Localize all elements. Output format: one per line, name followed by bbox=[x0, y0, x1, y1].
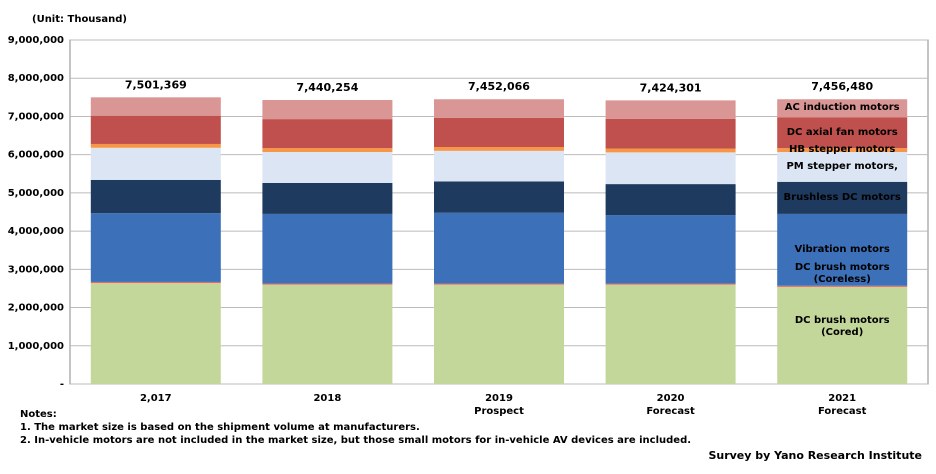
bar-segment bbox=[434, 284, 564, 384]
bar-segment bbox=[605, 184, 736, 216]
y-tick-label: 3,000,000 bbox=[8, 264, 64, 275]
bar-segment bbox=[605, 215, 736, 284]
bar-segment bbox=[434, 147, 564, 151]
bar-segment bbox=[777, 117, 908, 149]
x-tick-label: 2021 bbox=[828, 393, 856, 404]
bar-segment bbox=[434, 181, 564, 213]
y-tick-label: - bbox=[60, 379, 64, 390]
bar-segment bbox=[605, 283, 736, 285]
bar-segment bbox=[605, 148, 736, 153]
y-tick-label: 4,000,000 bbox=[8, 226, 64, 237]
series-label: Brushless DC motors bbox=[783, 191, 901, 203]
bar-segment bbox=[605, 284, 736, 384]
x-tick-note: Forecast bbox=[646, 406, 695, 417]
y-tick-label: 2,000,000 bbox=[8, 303, 64, 314]
bar-segment bbox=[777, 285, 908, 287]
bar-segment bbox=[262, 119, 393, 149]
bar-segment bbox=[777, 151, 908, 182]
y-tick-label: 6,000,000 bbox=[8, 150, 64, 161]
bar-segment bbox=[90, 147, 221, 180]
bar-segment bbox=[605, 100, 736, 119]
source: Survey by Yano Research Institute bbox=[708, 449, 922, 462]
bar-segment bbox=[777, 99, 908, 118]
bar-segment bbox=[434, 99, 564, 118]
x-tick-label: 2018 bbox=[313, 393, 341, 404]
bar-segment bbox=[90, 115, 221, 144]
bar-segment bbox=[262, 284, 393, 384]
bar-segment bbox=[777, 213, 908, 286]
series-label: DC brush motors (Cored) bbox=[794, 315, 890, 339]
x-tick-label: 2020 bbox=[657, 393, 685, 404]
bar-segment bbox=[262, 148, 393, 152]
bar-segment bbox=[605, 152, 736, 185]
bar-segment bbox=[434, 212, 564, 284]
bar-segment bbox=[90, 213, 221, 282]
bar-segment bbox=[262, 213, 393, 284]
y-tick-label: 9,000,000 bbox=[8, 35, 64, 46]
bar-segment bbox=[262, 100, 393, 120]
bar-segment bbox=[434, 283, 564, 285]
bar-segment bbox=[262, 151, 393, 183]
x-tick-label: 2019 bbox=[485, 393, 513, 404]
note: 2. In-vehicle motors are not included in… bbox=[20, 435, 691, 446]
bar-segment bbox=[90, 97, 221, 116]
series-label: AC induction motors bbox=[784, 102, 900, 114]
y-tick-label: 5,000,000 bbox=[8, 188, 64, 199]
bar-segment bbox=[90, 283, 221, 384]
total-label: 7,424,301 bbox=[640, 81, 702, 94]
note: 1. The market size is based on the shipm… bbox=[20, 422, 420, 433]
y-tick-label: 1,000,000 bbox=[8, 341, 64, 352]
unit-label: (Unit: Thousand) bbox=[32, 14, 127, 25]
series-label: DC axial fan motors bbox=[786, 126, 898, 138]
y-tick-label: 8,000,000 bbox=[8, 73, 64, 84]
bar-segment bbox=[777, 181, 908, 214]
bar-segment bbox=[434, 117, 564, 148]
bar-segment bbox=[262, 283, 393, 285]
x-tick-label: 2,017 bbox=[140, 393, 172, 404]
bar-segment bbox=[90, 143, 221, 148]
bar-segment bbox=[262, 182, 393, 214]
series-label: DC brush motors (Coreless) bbox=[794, 262, 890, 286]
bar-segment bbox=[90, 179, 221, 214]
total-label: 7,452,066 bbox=[468, 80, 530, 93]
total-label: 7,456,480 bbox=[811, 80, 873, 93]
series-label: HB stepper motors bbox=[789, 144, 896, 156]
bar-segment bbox=[777, 148, 908, 152]
bar-segment bbox=[434, 150, 564, 182]
series-label: Vibration motors bbox=[794, 243, 890, 255]
bar-segment bbox=[777, 286, 908, 384]
series-label: PM stepper motors, bbox=[786, 160, 898, 172]
note: Notes: bbox=[20, 409, 57, 420]
total-label: 7,440,254 bbox=[296, 81, 358, 94]
bar-segment bbox=[90, 281, 221, 284]
x-tick-note: Prospect bbox=[474, 406, 524, 417]
bar-segment bbox=[605, 118, 736, 149]
x-tick-note: Forecast bbox=[818, 406, 867, 417]
total-label: 7,501,369 bbox=[125, 78, 187, 91]
y-tick-label: 7,000,000 bbox=[8, 111, 64, 122]
